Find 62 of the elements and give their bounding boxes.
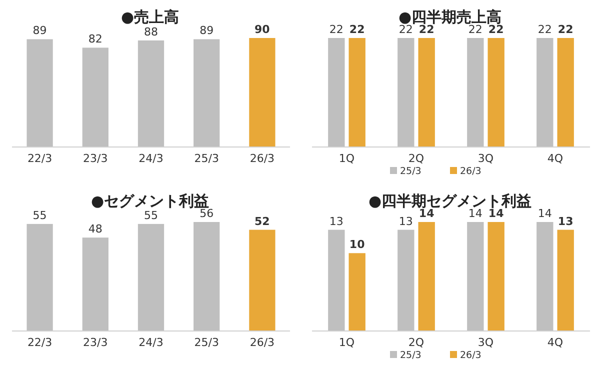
data-label: 22: [349, 23, 365, 36]
bar: [138, 224, 164, 331]
data-label: 14: [468, 207, 482, 220]
data-label: 14: [418, 207, 435, 220]
data-label: 22: [538, 23, 552, 36]
x-tick-label: 1Q: [338, 336, 355, 349]
x-tick-label: 3Q: [478, 152, 494, 165]
x-tick-label: 26/3: [250, 336, 275, 349]
data-label: 22: [488, 23, 504, 36]
x-tick-label: 24/3: [138, 336, 164, 349]
data-label: 14: [488, 207, 504, 220]
x-tick-label: 4Q: [547, 336, 564, 349]
data-label: 56: [200, 207, 214, 220]
bar: [194, 39, 220, 147]
legend-label: 26/3: [460, 350, 482, 361]
data-label: 13: [329, 214, 344, 228]
data-label: 22: [398, 23, 413, 36]
data-label: 22: [558, 23, 574, 36]
x-tick-label: 2Q: [408, 152, 424, 165]
data-label: 48: [88, 222, 102, 236]
data-label: 22: [329, 23, 344, 36]
x-tick-label: 22/3: [27, 152, 52, 165]
data-label: 22: [418, 23, 434, 36]
bar: [82, 48, 108, 147]
legend-label: 25/3: [400, 166, 422, 177]
data-label: 22: [468, 23, 482, 36]
data-label: 55: [144, 208, 158, 222]
x-tick-label: 2Q: [408, 336, 424, 349]
chart-title: ●セグメント利益: [90, 192, 210, 210]
bar: [26, 39, 53, 147]
bar: [249, 38, 276, 147]
data-label: 52: [254, 214, 270, 228]
bar: [138, 40, 164, 147]
bar: [249, 230, 276, 331]
x-tick-label: 1Q: [338, 152, 355, 165]
x-tick-label: 23/3: [83, 336, 108, 349]
x-tick-label: 24/3: [138, 152, 164, 165]
x-tick-label: 3Q: [478, 336, 494, 349]
legend-label: 25/3: [400, 350, 422, 361]
bar: [82, 238, 108, 331]
data-label: 55: [32, 208, 47, 222]
data-label: 82: [88, 32, 102, 46]
chart-title: ●売上高: [120, 8, 180, 26]
data-label: 90: [254, 23, 270, 36]
chart-title: ●四半期セグメント利益: [368, 192, 532, 210]
bar: [26, 224, 53, 331]
x-tick-label: 22/3: [27, 336, 52, 349]
legend-label: 26/3: [460, 166, 482, 177]
data-label: 88: [144, 25, 158, 38]
data-label: 14: [538, 207, 552, 220]
data-label: 10: [349, 238, 366, 252]
data-label: 13: [558, 214, 574, 228]
x-tick-label: 25/3: [194, 336, 219, 349]
chart-title: ●四半期売上高: [398, 8, 502, 26]
x-tick-label: 26/3: [250, 152, 275, 165]
x-tick-label: 25/3: [194, 152, 219, 165]
data-label: 89: [200, 24, 214, 38]
bar: [194, 222, 220, 331]
x-tick-label: 4Q: [547, 152, 564, 165]
data-label: 13: [398, 214, 413, 228]
data-label: 89: [32, 24, 47, 38]
x-tick-label: 23/3: [83, 152, 108, 165]
